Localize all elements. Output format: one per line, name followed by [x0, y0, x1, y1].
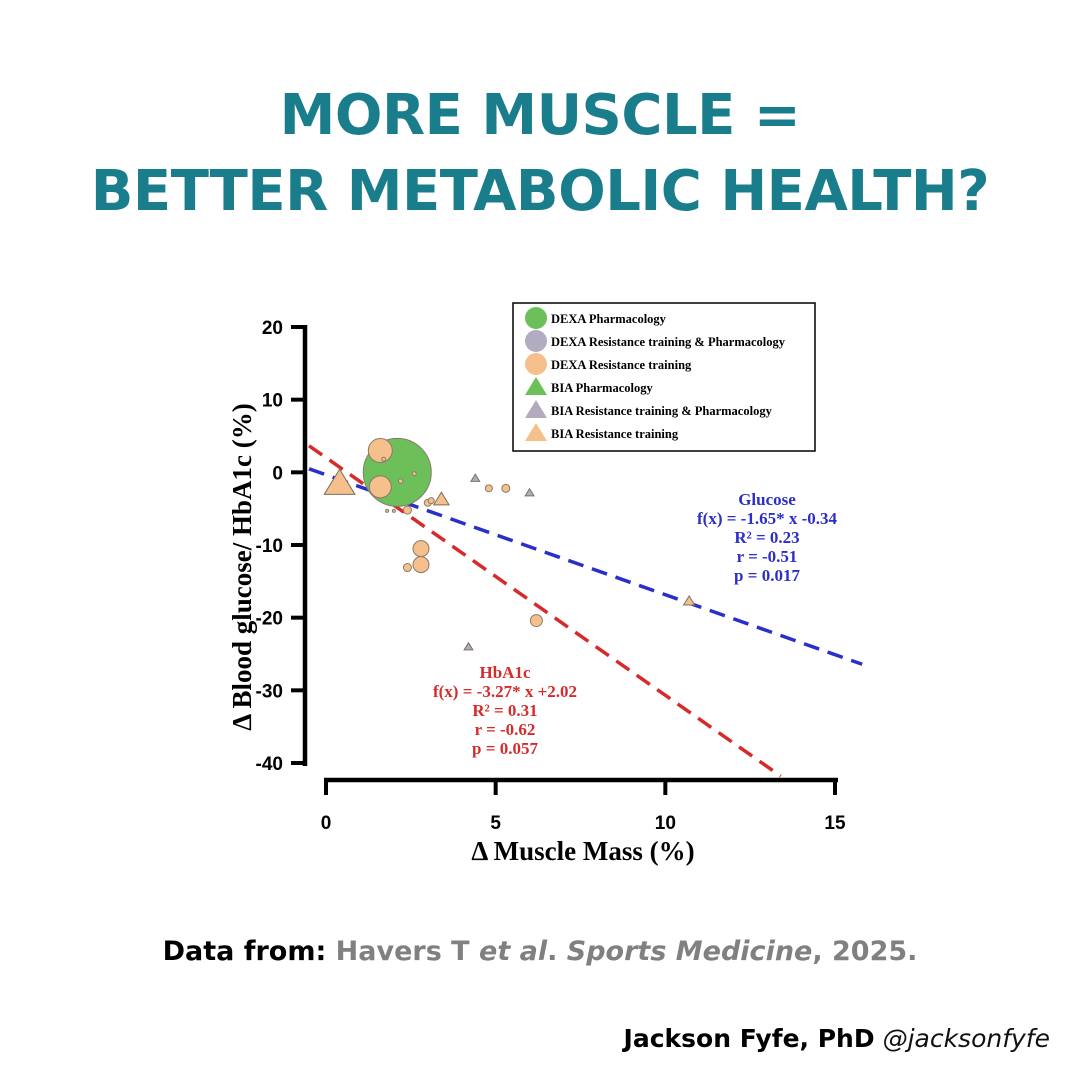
y-tick-label: -30 — [256, 681, 283, 702]
data-point-circle — [385, 508, 390, 513]
annotation-line: r = -0.51 — [737, 547, 798, 566]
annotation-line: p = 0.017 — [734, 566, 800, 585]
legend-marker-circle — [525, 307, 547, 329]
y-tick-label: -20 — [256, 609, 283, 630]
author-credit: Jackson Fyfe, PhD @jacksonfyfe — [624, 1024, 1050, 1053]
annotation-line: R² = 0.23 — [734, 528, 799, 547]
source-dot: . — [547, 936, 567, 967]
x-tick-label: 5 — [490, 813, 501, 834]
legend-marker-triangle — [525, 400, 547, 418]
data-point-circle — [412, 540, 430, 558]
y-tick-label: 20 — [262, 318, 283, 339]
fit-line-hba1c — [308, 444, 782, 778]
legend-item-label: BIA Resistance training — [551, 427, 679, 441]
data-point-triangle — [470, 473, 481, 482]
data-point-circle — [397, 478, 404, 484]
data-point-circle — [529, 614, 543, 628]
legend-marker-circle — [525, 330, 547, 352]
y-tick-label: -40 — [256, 754, 283, 775]
data-points — [323, 437, 696, 651]
x-tick-label: 0 — [321, 813, 332, 834]
source-journal: Sports Medicine — [566, 936, 813, 967]
legend: DEXA Pharmacology DEXA Resistance trainin… — [512, 302, 816, 452]
data-point-circle — [402, 563, 412, 573]
annotation-line: f(x) = -3.27* x +2.02 — [433, 682, 577, 701]
data-point-triangle — [524, 487, 535, 497]
legend-item-label: DEXA Resistance training & Pharmacology — [551, 335, 786, 349]
headline: MORE MUSCLE = BETTER METABOLIC HEALTH? — [0, 78, 1080, 230]
source-authors: Havers T — [335, 936, 480, 967]
data-point-circle — [427, 497, 435, 505]
y-tick-label: -10 — [256, 536, 283, 557]
legend-box — [512, 302, 816, 452]
source-etal: et al — [479, 936, 548, 967]
annotation-line: R² = 0.31 — [472, 701, 537, 720]
y-axis-label: Δ Blood glucose/ HbA1c (%) — [227, 403, 257, 730]
data-point-circle — [381, 456, 387, 462]
headline-line-1: MORE MUSCLE = — [279, 83, 801, 148]
legend-item-label: DEXA Pharmacology — [551, 312, 667, 326]
y-tick-label: 0 — [272, 463, 283, 484]
data-point-circle — [367, 438, 393, 464]
annotation-line: r = -0.62 — [475, 720, 536, 739]
axes: 20 10 0 -10 -20 -30 -40 0 5 10 15 Δ Muscle Mass (%)… — [227, 318, 846, 866]
legend-marker-triangle — [525, 423, 547, 441]
source-citation: Data from: Havers T et al. Sports Medici… — [0, 936, 1080, 967]
y-tick-label: 10 — [262, 391, 283, 412]
annotation-line: f(x) = -1.65* x -0.34 — [697, 509, 837, 528]
annotation-line: p = 0.057 — [472, 739, 538, 758]
x-axis-label: Δ Muscle Mass (%) — [471, 836, 694, 866]
fit-line-glucose — [308, 467, 863, 666]
data-point-circle — [368, 475, 392, 499]
legend-item-label: BIA Resistance training & Pharmacology — [551, 404, 773, 418]
data-point-circle — [484, 484, 493, 493]
data-point-triangle — [682, 594, 696, 606]
headline-line-2: BETTER METABOLIC HEALTH? — [90, 159, 990, 224]
author-name: Jackson Fyfe, PhD — [623, 1024, 875, 1053]
legend-item-label: DEXA Resistance training — [551, 358, 692, 372]
data-point-triangle — [323, 468, 356, 495]
source-year: , 2025. — [812, 936, 918, 967]
data-point-circle — [402, 505, 412, 515]
data-point-circle — [411, 471, 417, 477]
x-tick-label: 15 — [824, 813, 846, 834]
data-point-circle — [391, 508, 396, 513]
legend-marker-circle — [525, 353, 547, 375]
data-point-circle — [412, 556, 430, 574]
data-point-triangle — [432, 491, 450, 506]
data-point-circle — [501, 483, 511, 493]
annotation-line: HbA1c — [480, 663, 531, 682]
x-tick-label: 10 — [655, 813, 676, 834]
data-point-triangle — [463, 641, 474, 651]
legend-item-label: BIA Pharmacology — [551, 381, 653, 395]
legend-marker-triangle — [525, 377, 547, 395]
author-handle: @jacksonfyfe — [882, 1024, 1050, 1053]
source-label: Data from: — [162, 936, 327, 967]
fit-lines — [308, 444, 863, 778]
annotation-line: Glucose — [738, 490, 796, 509]
